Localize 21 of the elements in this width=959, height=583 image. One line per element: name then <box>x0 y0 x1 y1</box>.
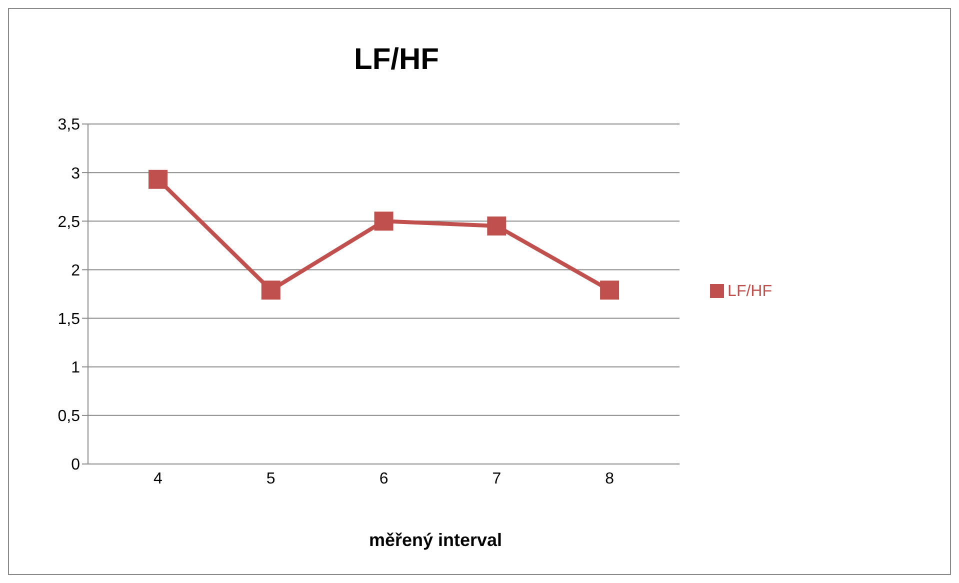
y-tick-label: 2,5 <box>58 214 80 231</box>
x-tick-label: 4 <box>154 470 163 488</box>
x-tick-label: 6 <box>379 470 388 488</box>
point <box>374 212 394 231</box>
point <box>148 170 168 189</box>
y-tick-label: 0,5 <box>58 408 80 426</box>
x-tick-label: 8 <box>605 470 614 488</box>
y-tick-label: 3,5 <box>58 116 80 134</box>
y-tick-label: 2 <box>71 262 80 280</box>
y-tick-label: 3 <box>71 165 80 182</box>
point <box>261 280 280 300</box>
point <box>600 280 620 300</box>
y-tick-label: 1 <box>71 360 80 377</box>
chart-title: LF/HF <box>353 43 440 77</box>
legend-label: LF/HF <box>728 282 772 300</box>
x-tick-label: 7 <box>492 470 502 488</box>
y-tick-label: 1,5 <box>58 310 80 328</box>
point <box>487 216 506 236</box>
y-tick-label: 0 <box>71 456 80 474</box>
x-tick-label: 5 <box>266 470 276 488</box>
x-axis-title: měřený interval <box>368 530 504 551</box>
